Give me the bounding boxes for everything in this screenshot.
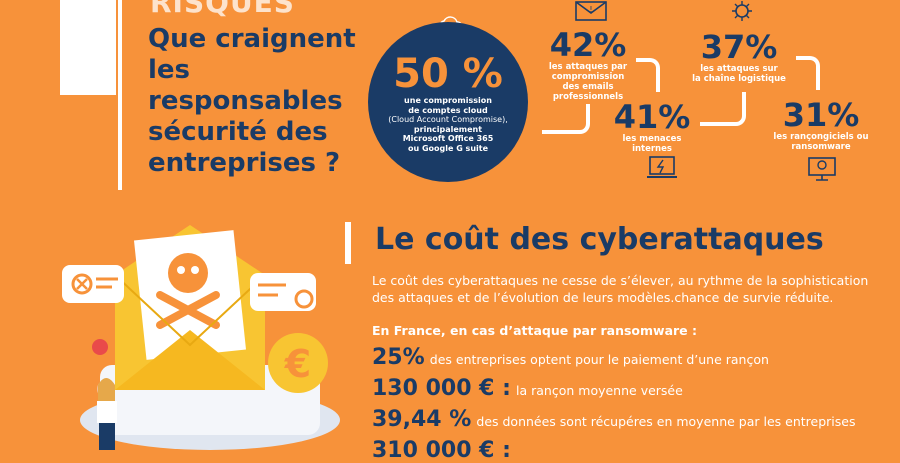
connector bbox=[636, 58, 660, 92]
stat-value: 31% bbox=[782, 96, 860, 134]
fact-row: 310 000 € : bbox=[372, 438, 511, 463]
section-lead: En France, en cas d’attaque par ransomwa… bbox=[372, 323, 697, 338]
cyberattack-illustration: € bbox=[62, 225, 340, 450]
stat-label: les attaques par bbox=[548, 62, 628, 72]
virus-icon bbox=[732, 1, 752, 21]
stat-internal-threats: 41% les menaces internes bbox=[612, 100, 692, 154]
svg-text:!: ! bbox=[589, 5, 592, 14]
connector bbox=[796, 56, 820, 90]
stat-label: compromission bbox=[551, 72, 625, 82]
connector bbox=[542, 104, 590, 134]
svg-text:€: € bbox=[284, 342, 311, 386]
email-alert-icon: ! bbox=[575, 1, 607, 21]
section-intro: Le coût des cyberattaques ne cesse de s’… bbox=[372, 273, 869, 305]
stat-label: internes bbox=[632, 144, 672, 154]
fact-value: 130 000 € : bbox=[372, 376, 511, 401]
stat-supply-chain: 37% les attaques sur la chaîne logistiqu… bbox=[684, 30, 794, 84]
section-number bbox=[60, 0, 116, 95]
skull-monitor-icon bbox=[808, 157, 836, 181]
fact-text: des entreprises optent pour le paiement … bbox=[429, 352, 769, 367]
stat-label: des emails bbox=[562, 82, 614, 92]
main-stat-line: de comptes cloud bbox=[408, 105, 488, 115]
fact-text: la rançon moyenne versée bbox=[516, 383, 683, 398]
stat-label: ransomware bbox=[791, 142, 851, 152]
fact-value: 39,44 % bbox=[372, 407, 472, 432]
page-title: Que craignent les responsables sécurité … bbox=[148, 24, 356, 178]
stat-ransomware: 31% les rançongiciels ou ransomware bbox=[766, 98, 876, 152]
fact-row: 39,44 % des données sont récupéres en mo… bbox=[372, 407, 855, 432]
section-kicker: RISQUES bbox=[150, 0, 295, 19]
main-stat-line: ou Google G suite bbox=[407, 143, 488, 153]
fact-row: 130 000 € : la rançon moyenne versée bbox=[372, 376, 683, 401]
stat-label: les menaces bbox=[622, 134, 682, 144]
stat-label: les rançongiciels ou bbox=[773, 132, 869, 142]
stat-label: les attaques sur bbox=[700, 64, 778, 74]
connector bbox=[700, 92, 746, 126]
main-stat-circle: 50 % une compromission de comptes cloud … bbox=[368, 22, 528, 182]
main-stat-line: principalement bbox=[413, 124, 483, 134]
stat-email-compromise: 42% les attaques par compromission des e… bbox=[538, 28, 638, 102]
main-stat-line: une compromission bbox=[404, 96, 492, 105]
laptop-lightning-icon bbox=[647, 156, 677, 178]
stat-label: la chaîne logistique bbox=[692, 74, 786, 84]
stat-label: professionnels bbox=[552, 92, 624, 102]
fact-text: des données sont récupéres en moyenne pa… bbox=[476, 414, 856, 429]
main-stat-value: 50 % bbox=[393, 51, 503, 97]
stat-value: 41% bbox=[613, 98, 691, 136]
stat-value: 37% bbox=[700, 28, 778, 66]
section-title: Le coût des cyberattaques bbox=[375, 222, 824, 257]
section-divider bbox=[345, 222, 351, 264]
fact-value: 310 000 € : bbox=[372, 438, 511, 463]
fact-value: 25% bbox=[372, 345, 425, 370]
divider bbox=[118, 0, 122, 190]
main-stat-line: Microsoft Office 365 bbox=[402, 134, 494, 143]
main-stat-line: (Cloud Account Compromise), bbox=[388, 115, 508, 124]
stat-value: 42% bbox=[549, 26, 627, 64]
fact-row: 25% des entreprises optent pour le paiem… bbox=[372, 345, 769, 370]
